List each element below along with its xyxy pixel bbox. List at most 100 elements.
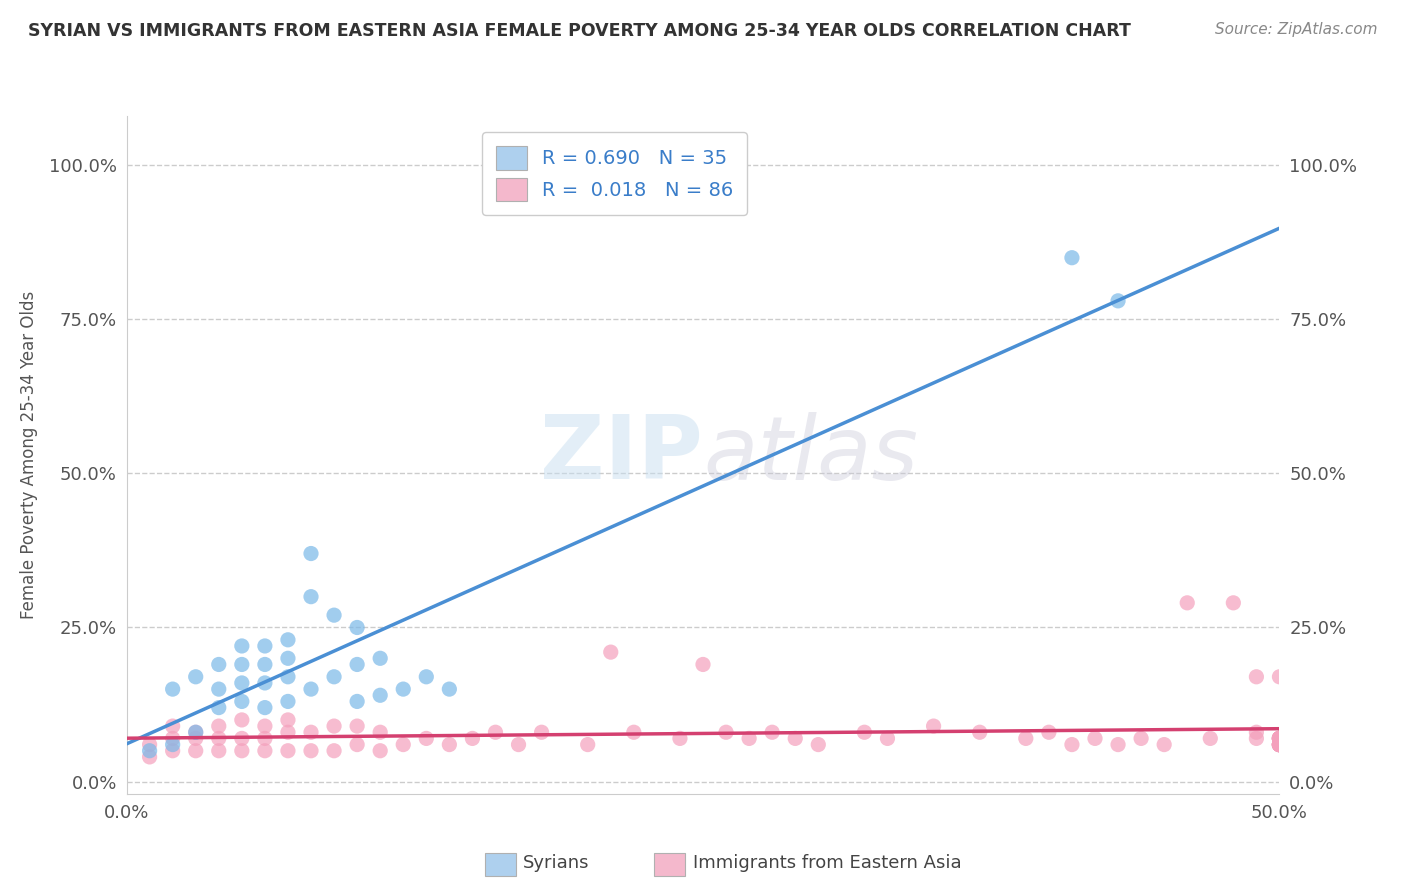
Point (368, 744, 391, 758)
Point (1268, 731, 1291, 746)
Point (1268, 731, 1291, 746)
Point (1268, 738, 1291, 752)
Point (277, 713, 299, 727)
Point (346, 620, 368, 634)
Point (368, 688, 391, 702)
Point (231, 731, 253, 746)
Point (415, 731, 437, 746)
Point (1084, 731, 1107, 746)
Point (253, 700, 276, 714)
Point (162, 731, 184, 746)
Point (346, 694, 368, 708)
Point (853, 725, 876, 739)
Point (1268, 731, 1291, 746)
Point (368, 725, 391, 739)
Text: Immigrants from Eastern Asia: Immigrants from Eastern Asia (693, 855, 962, 872)
Point (807, 738, 830, 752)
Point (1199, 731, 1222, 746)
Point (1246, 670, 1268, 684)
Point (138, 738, 160, 752)
Point (785, 731, 807, 746)
Point (184, 670, 207, 684)
Point (208, 719, 231, 733)
Text: Source: ZipAtlas.com: Source: ZipAtlas.com (1215, 22, 1378, 37)
Point (1060, 251, 1083, 265)
Point (1130, 731, 1153, 746)
Text: ZIP: ZIP (540, 411, 703, 499)
Point (162, 719, 184, 733)
Text: SYRIAN VS IMMIGRANTS FROM EASTERN ASIA FEMALE POVERTY AMONG 25-34 YEAR OLDS CORR: SYRIAN VS IMMIGRANTS FROM EASTERN ASIA F… (28, 22, 1130, 40)
Point (346, 719, 368, 733)
Point (623, 725, 645, 739)
Point (346, 657, 368, 672)
Point (439, 682, 461, 697)
Point (599, 645, 621, 659)
Point (323, 744, 346, 758)
Point (231, 713, 253, 727)
Point (277, 670, 299, 684)
Point (530, 725, 553, 739)
Point (299, 744, 322, 758)
Point (1060, 738, 1083, 752)
Point (1268, 731, 1291, 746)
Point (277, 651, 299, 665)
Point (253, 639, 276, 653)
Point (299, 590, 322, 604)
Point (277, 725, 299, 739)
Point (138, 744, 160, 758)
Point (368, 651, 391, 665)
Point (277, 632, 299, 647)
Point (669, 731, 692, 746)
Point (299, 682, 322, 697)
Point (761, 725, 783, 739)
Point (1222, 596, 1244, 610)
Point (323, 608, 346, 623)
Point (1268, 738, 1291, 752)
Point (1268, 731, 1291, 746)
Point (231, 694, 253, 708)
Point (184, 744, 207, 758)
Point (1268, 738, 1291, 752)
Point (184, 731, 207, 746)
Point (1268, 738, 1291, 752)
Point (299, 547, 322, 561)
Point (461, 731, 484, 746)
Point (253, 719, 276, 733)
Point (692, 657, 714, 672)
Point (1268, 738, 1291, 752)
Point (1107, 293, 1129, 308)
Point (1268, 731, 1291, 746)
Point (208, 731, 231, 746)
Legend: R = 0.690   N = 35, R =  0.018   N = 86: R = 0.690 N = 35, R = 0.018 N = 86 (482, 132, 747, 215)
Point (1268, 731, 1291, 746)
Point (1268, 738, 1291, 752)
Point (508, 738, 530, 752)
Point (1246, 731, 1268, 746)
Point (576, 738, 599, 752)
Point (1268, 738, 1291, 752)
Point (1038, 725, 1060, 739)
Point (208, 744, 231, 758)
Point (277, 694, 299, 708)
Point (1015, 731, 1038, 746)
Point (253, 731, 276, 746)
Point (484, 725, 506, 739)
Point (253, 657, 276, 672)
Point (1268, 731, 1291, 746)
Point (1268, 738, 1291, 752)
Point (392, 738, 415, 752)
Text: atlas: atlas (703, 412, 918, 498)
Point (1268, 670, 1291, 684)
Point (231, 676, 253, 690)
Point (323, 719, 346, 733)
Point (184, 725, 207, 739)
Point (1268, 738, 1291, 752)
Point (415, 670, 437, 684)
Point (969, 725, 991, 739)
Point (738, 731, 761, 746)
Point (208, 657, 231, 672)
Point (162, 738, 184, 752)
Point (1268, 738, 1291, 752)
Point (231, 639, 253, 653)
Point (231, 657, 253, 672)
